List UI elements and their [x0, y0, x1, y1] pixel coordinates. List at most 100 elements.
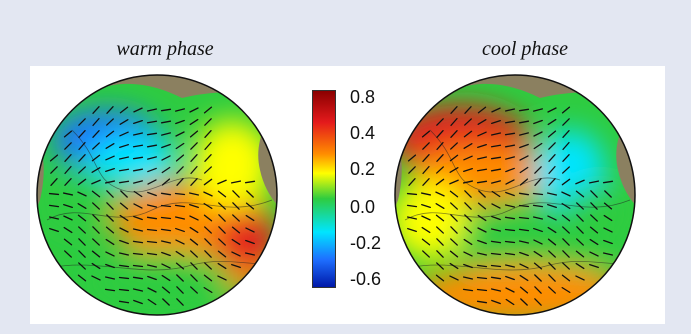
wind-vector	[561, 202, 571, 210]
wind-vector	[603, 239, 613, 245]
wind-vector	[231, 251, 241, 257]
wind-vector	[575, 190, 585, 198]
wind-vector	[532, 216, 544, 220]
wind-vector	[533, 142, 543, 150]
wind-vector	[449, 154, 459, 162]
wind-vector	[532, 192, 544, 196]
wind-vector	[505, 287, 515, 293]
cool-phase-title: cool phase	[481, 38, 569, 60]
wind-vector	[176, 166, 184, 174]
wind-vector	[518, 120, 530, 124]
wind-vector	[450, 214, 458, 222]
wind-vector	[77, 274, 87, 282]
wind-vector	[463, 168, 473, 172]
wind-vector	[106, 214, 114, 222]
wind-vector	[519, 155, 529, 161]
wind-vector	[132, 240, 144, 244]
wind-vector	[450, 117, 458, 127]
wind-vector	[146, 156, 158, 160]
wind-vector	[548, 274, 556, 282]
wind-vector	[534, 177, 542, 187]
wind-vector	[118, 264, 130, 268]
contour-line	[429, 129, 561, 193]
wind-vector	[104, 180, 116, 184]
wind-vector	[175, 142, 185, 150]
wind-vector	[160, 132, 172, 136]
wind-vector	[132, 144, 144, 148]
wind-vector	[504, 132, 516, 136]
wind-vector	[190, 165, 198, 175]
wind-vector	[435, 274, 445, 282]
wind-vector	[436, 250, 444, 258]
wind-vector	[63, 130, 73, 138]
wind-vector	[490, 156, 502, 160]
wind-vector	[77, 178, 87, 186]
contour-line	[399, 259, 635, 271]
wind-vector	[78, 118, 86, 126]
wind-vector	[204, 166, 212, 174]
wind-vector	[218, 238, 226, 246]
wind-vector	[132, 228, 144, 232]
wind-vector	[548, 165, 556, 175]
wind-vector	[476, 156, 488, 160]
wind-vector	[562, 238, 570, 246]
wind-vector	[576, 214, 584, 222]
wind-vector	[603, 227, 613, 233]
anomaly-region	[565, 185, 635, 235]
wind-vector	[548, 250, 556, 258]
wind-vector	[532, 204, 544, 208]
wind-vector	[48, 192, 60, 196]
wind-vector	[147, 287, 157, 293]
wind-vector	[602, 252, 614, 256]
wind-vector	[476, 252, 488, 256]
wind-vector	[422, 142, 430, 150]
wind-vector	[119, 106, 129, 114]
wind-vector	[189, 107, 199, 113]
wind-vector	[161, 143, 171, 149]
wind-vector	[546, 192, 558, 196]
wind-vector	[231, 226, 241, 234]
wind-vector	[146, 264, 158, 268]
wind-vector	[147, 298, 157, 306]
wind-vector	[477, 227, 487, 233]
wind-vector	[562, 226, 570, 234]
wind-vector	[450, 106, 458, 114]
wind-vector	[48, 204, 60, 208]
wind-vector	[589, 238, 599, 246]
wind-vector	[175, 250, 185, 258]
wind-vector	[48, 216, 60, 220]
wind-vector	[105, 168, 115, 172]
wind-vector	[504, 252, 516, 256]
wind-vector	[604, 190, 612, 198]
wind-vector	[548, 286, 556, 294]
wind-vector	[477, 131, 487, 137]
wind-vector	[78, 250, 86, 258]
wind-vector	[518, 108, 530, 112]
wind-vector	[204, 226, 212, 234]
wind-vector	[203, 202, 213, 210]
wind-vector	[92, 226, 100, 234]
wind-vector	[421, 130, 431, 138]
wind-vector	[533, 239, 543, 245]
wind-vector	[406, 216, 418, 220]
wind-vector	[217, 275, 227, 281]
wind-vector	[133, 299, 143, 305]
wind-vector	[421, 215, 431, 221]
wind-vector	[491, 203, 501, 209]
wind-vector	[78, 238, 86, 246]
wind-vector	[421, 203, 431, 209]
wind-vector	[106, 190, 114, 198]
wind-vector	[590, 214, 598, 222]
wind-vector	[204, 141, 212, 151]
wind-vector	[406, 192, 418, 196]
wind-vector	[91, 190, 101, 198]
wind-vector	[407, 154, 417, 162]
wind-vector	[534, 298, 542, 306]
wind-vector	[160, 216, 172, 220]
wind-vector	[548, 178, 556, 186]
wind-vector	[92, 214, 100, 222]
wind-vector	[561, 191, 571, 197]
wind-vector	[504, 240, 516, 244]
wind-vector	[188, 192, 200, 196]
wind-vector	[190, 250, 198, 258]
